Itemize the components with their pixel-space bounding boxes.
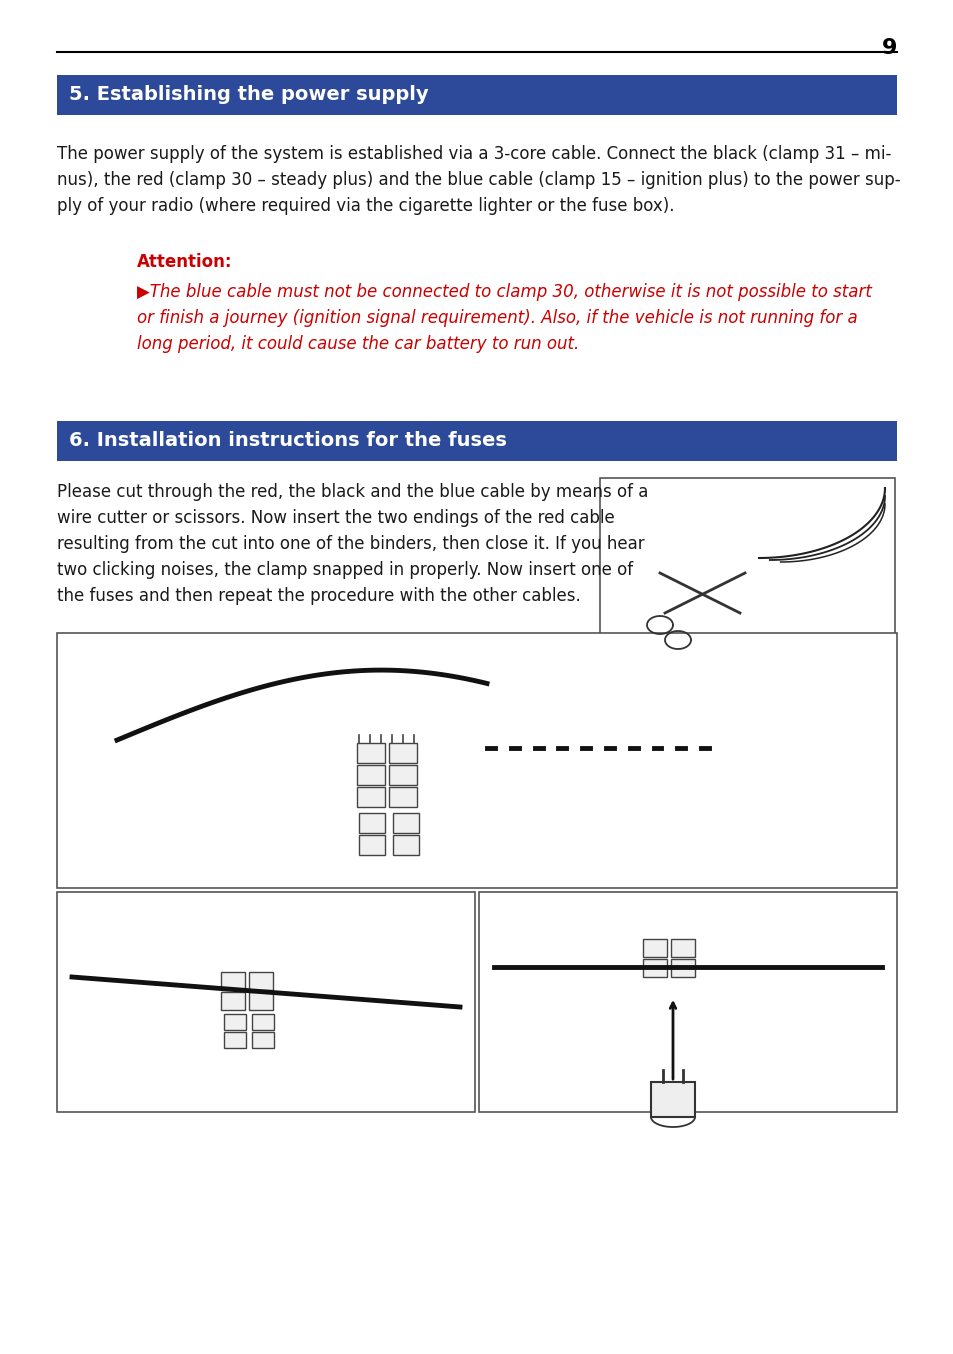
Text: ply of your radio (where required via the cigarette lighter or the fuse box).: ply of your radio (where required via th…	[57, 196, 674, 215]
Text: or finish a journey (ignition signal requirement). Also, if the vehicle is not r: or finish a journey (ignition signal req…	[137, 309, 857, 328]
Bar	[358, 835, 385, 854]
Bar	[599, 478, 894, 699]
Text: 9: 9	[881, 38, 896, 58]
Bar	[224, 1014, 246, 1030]
Text: wire cutter or scissors. Now insert the two endings of the red cable: wire cutter or scissors. Now insert the …	[57, 509, 614, 527]
Text: nus), the red (clamp 30 – steady plus) and the blue cable (clamp 15 – ignition p: nus), the red (clamp 30 – steady plus) a…	[57, 171, 900, 190]
Bar	[670, 959, 695, 978]
Bar	[393, 835, 418, 854]
Bar	[249, 992, 273, 1010]
Bar	[358, 812, 385, 833]
Text: two clicking noises, the clamp snapped in properly. Now insert one of: two clicking noises, the clamp snapped i…	[57, 561, 633, 580]
Bar	[393, 812, 418, 833]
Text: the fuses and then repeat the procedure with the other cables.: the fuses and then repeat the procedure …	[57, 588, 580, 605]
Text: long period, it could cause the car battery to run out.: long period, it could cause the car batt…	[137, 334, 578, 353]
Bar	[221, 992, 245, 1010]
Bar	[57, 74, 896, 115]
Bar	[252, 1032, 274, 1048]
Text: Please cut through the red, the black and the blue cable by means of a: Please cut through the red, the black an…	[57, 483, 648, 501]
Bar	[389, 743, 416, 764]
Text: Attention:: Attention:	[137, 253, 233, 271]
Bar	[221, 972, 245, 990]
Text: The power supply of the system is established via a 3-core cable. Connect the bl: The power supply of the system is establ…	[57, 145, 890, 162]
Bar	[389, 787, 416, 807]
Bar	[670, 940, 695, 957]
Bar	[650, 1082, 695, 1117]
Bar	[642, 959, 666, 978]
Text: ▶The blue cable must not be connected to clamp 30, otherwise it is not possible : ▶The blue cable must not be connected to…	[137, 283, 871, 301]
Bar	[224, 1032, 246, 1048]
Bar	[356, 765, 385, 785]
Text: 6. Installation instructions for the fuses: 6. Installation instructions for the fus…	[69, 432, 506, 451]
Bar	[389, 765, 416, 785]
Bar	[249, 972, 273, 990]
Bar	[642, 940, 666, 957]
Bar	[57, 634, 896, 888]
Bar	[57, 892, 475, 1112]
Bar	[57, 421, 896, 460]
Bar	[252, 1014, 274, 1030]
Bar	[478, 892, 896, 1112]
Bar	[356, 743, 385, 764]
Bar	[356, 787, 385, 807]
Text: resulting from the cut into one of the binders, then close it. If you hear: resulting from the cut into one of the b…	[57, 535, 644, 552]
Text: 5. Establishing the power supply: 5. Establishing the power supply	[69, 85, 428, 104]
